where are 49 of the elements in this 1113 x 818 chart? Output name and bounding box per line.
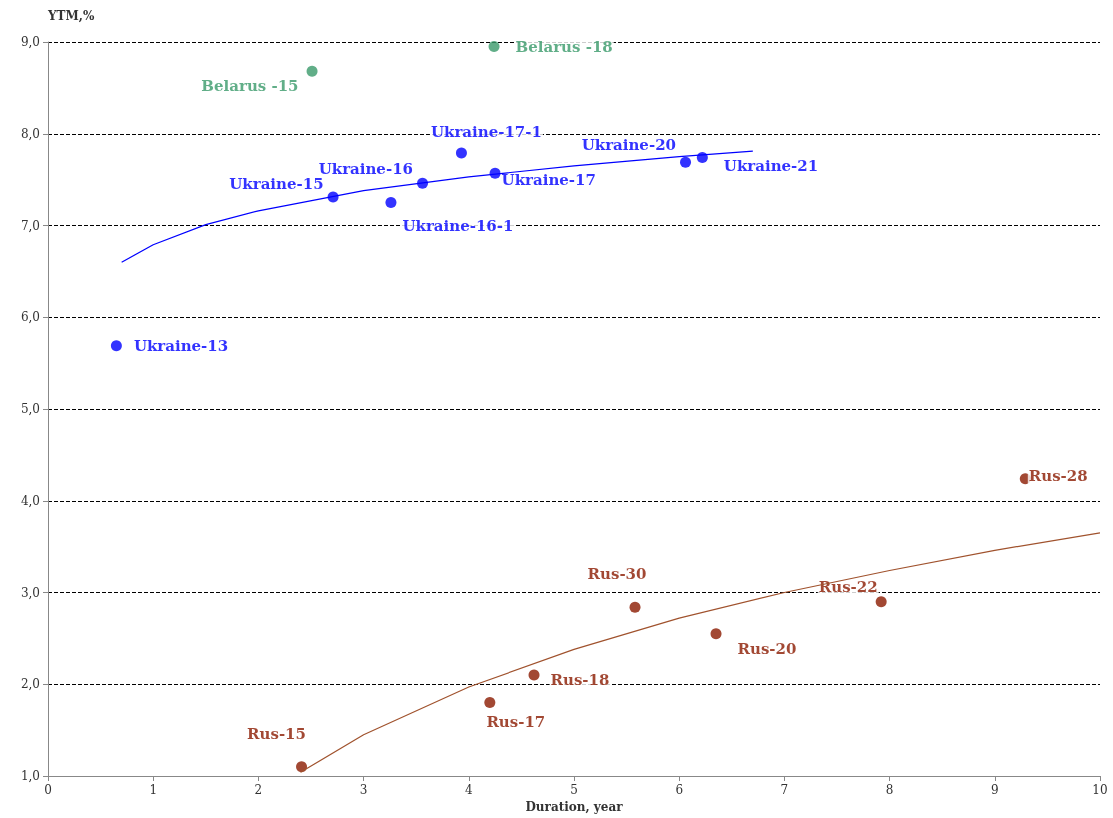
annotation: Ukraine-17-1 (430, 123, 542, 142)
x-tick-label: 6 (675, 783, 684, 797)
point (710, 628, 722, 640)
annotation: Ukraine-13 (133, 336, 229, 355)
point (455, 147, 467, 159)
annotation: Ukraine-17 (501, 171, 596, 190)
x-tick-label: 1 (149, 783, 158, 797)
annotation: Belarus -15 (201, 77, 299, 96)
y-tick-label: 4,0 (20, 493, 40, 508)
annotation: Rus-20 (737, 639, 797, 658)
point (488, 41, 500, 53)
point (484, 697, 496, 709)
y-tick-label: 9,0 (20, 35, 40, 49)
annotation: Rus-15 (247, 724, 306, 743)
x-tick-label: 10 (1092, 783, 1108, 797)
annotation: Belarus -18 (515, 37, 613, 56)
point (385, 197, 397, 209)
point (306, 65, 318, 77)
annotation: Ukraine-20 (581, 136, 677, 155)
x-tick-label: 7 (780, 783, 789, 797)
y-tick-label: 8,0 (20, 126, 40, 141)
x-tick-label: 3 (359, 783, 368, 797)
x-axis-title: Duration, year (525, 799, 624, 814)
y-tick-label: 5,0 (20, 402, 40, 416)
y-tick-label: 3,0 (20, 585, 40, 600)
y-tick-label: 6,0 (20, 310, 40, 325)
x-tick-label: 9 (990, 783, 999, 797)
point (296, 761, 308, 773)
point (680, 156, 692, 168)
point (629, 601, 641, 613)
point (875, 596, 887, 608)
annotation: Rus-28 (1028, 466, 1088, 485)
y-axis-title: YTM,% (47, 9, 95, 23)
annotation: Rus-22 (818, 577, 878, 596)
point (528, 669, 540, 681)
point (110, 340, 122, 352)
x-tick-label: 5 (570, 783, 578, 797)
annotation: Ukraine-21 (723, 156, 819, 175)
x-tick-label: 4 (464, 783, 473, 797)
annotation: Rus-30 (587, 565, 647, 584)
x-tick-label: 2 (254, 783, 263, 797)
y-tick-label: 7,0 (20, 218, 40, 233)
x-tick-label: 0 (44, 783, 52, 797)
annotation: Ukraine-16-1 (402, 216, 514, 235)
y-tick-label: 2,0 (20, 677, 40, 692)
annotation: Rus-17 (486, 712, 546, 731)
y-tick-label: 1,0 (20, 769, 40, 783)
x-tick-label: 8 (885, 783, 894, 797)
annotation: Rus-18 (550, 671, 610, 690)
